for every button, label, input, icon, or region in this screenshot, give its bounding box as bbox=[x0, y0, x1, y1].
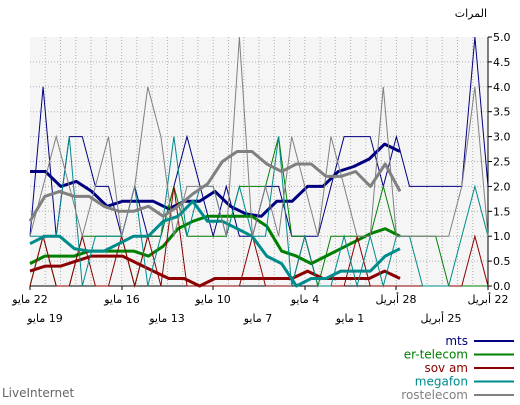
y-tick-label: 1.0 bbox=[493, 230, 511, 243]
y-tick-label: 0.0 bbox=[493, 280, 511, 293]
x-tick-label: 13 مايو bbox=[148, 312, 184, 325]
y-tick-label: 5.0 bbox=[493, 31, 511, 44]
series-trend-line-rostelecom bbox=[28, 150, 402, 223]
series-raw-line-rostelecom bbox=[29, 36, 489, 239]
x-tick-label: 7 مايو bbox=[243, 312, 272, 325]
legend-label-mts: mts bbox=[445, 334, 468, 348]
x-tick-label: 4 مايو bbox=[290, 293, 319, 306]
y-tick-label: 2.5 bbox=[493, 156, 511, 169]
x-tick-label: 25 أبريل bbox=[420, 311, 461, 325]
x-tick-label: 10 مايو bbox=[194, 293, 230, 306]
y-tick-label: 3.0 bbox=[493, 131, 511, 144]
y-axis-label: المرات bbox=[455, 7, 487, 20]
x-tick-label: 19 مايو bbox=[26, 312, 62, 325]
legend-label-megafon: megafon bbox=[415, 375, 468, 389]
y-tick-label: 0.5 bbox=[493, 255, 511, 268]
legend-label-er-telecom: er-telecom bbox=[404, 348, 468, 362]
legend-label-sov-am: sov am bbox=[424, 361, 468, 375]
series-trend-line-sov-am bbox=[29, 254, 401, 288]
y-tick-label: 4.0 bbox=[493, 81, 511, 94]
y-tick-label: 1.5 bbox=[493, 205, 511, 218]
legend-label-rostelecom: rostelecom bbox=[401, 388, 468, 402]
series-raw-line-sov-am bbox=[29, 186, 489, 288]
series-trend-line-megafon bbox=[29, 199, 401, 288]
x-tick-label: 22 أبريل bbox=[467, 292, 508, 306]
footer-brand: LiveInternet bbox=[2, 386, 75, 400]
x-tick-label: 28 أبريل bbox=[375, 292, 416, 306]
series-raw-line-megafon bbox=[30, 136, 489, 288]
y-tick-label: 3.5 bbox=[493, 106, 511, 119]
x-tick-label: 16 مايو bbox=[103, 293, 139, 306]
x-tick-label: 1 مايو bbox=[335, 312, 364, 325]
y-tick-label: 4.5 bbox=[493, 56, 511, 69]
y-tick-label: 2.0 bbox=[493, 180, 511, 193]
x-tick-label: 22 مايو bbox=[11, 293, 47, 306]
